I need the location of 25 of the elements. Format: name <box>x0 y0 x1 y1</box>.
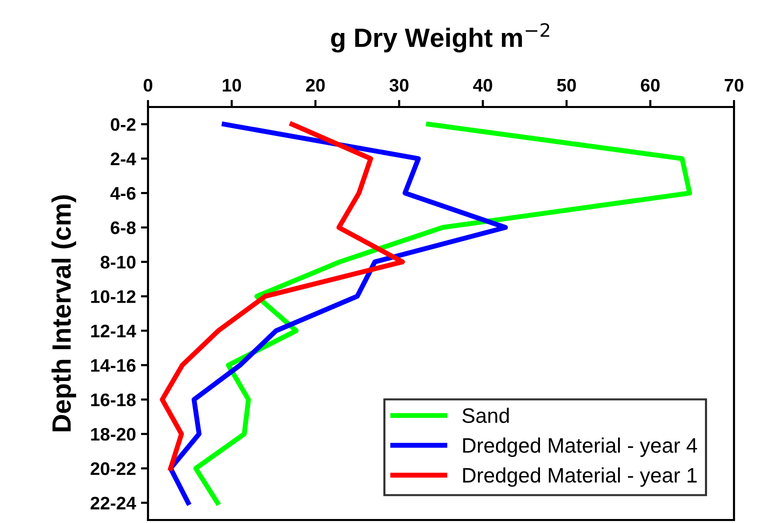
x-tick-label: 40 <box>473 78 492 92</box>
y-tick-label: 4-6 <box>110 186 136 200</box>
y-tick-label: 10-12 <box>91 290 136 304</box>
y-tick-label: 6-8 <box>110 221 136 234</box>
x-tick-label: 20 <box>306 78 325 92</box>
legend-label: Dredged Material - year 4 <box>463 438 698 457</box>
legend-label: Sand <box>462 408 509 424</box>
x-tick-label: 70 <box>724 78 744 92</box>
y-tick-label: 2-4 <box>110 152 136 166</box>
y-tick-label: 12-14 <box>91 324 136 338</box>
x-tick-label: 60 <box>640 78 660 92</box>
y-tick-label: 16-18 <box>91 393 136 406</box>
x-tick-label: 50 <box>557 78 576 92</box>
y-tick-label: 22-24 <box>90 496 136 510</box>
x-tick-label: 0 <box>144 78 152 92</box>
legend-label: Dredged Material - year 1 <box>463 467 697 487</box>
y-tick-label: 8-10 <box>100 256 136 269</box>
y-tick-label: 0-2 <box>110 118 136 131</box>
y-tick-label: 20-22 <box>90 462 136 476</box>
y-axis-title: Depth Interval (cm) <box>52 195 76 432</box>
x-tick-label: 30 <box>390 78 408 92</box>
y-tick-label: 18-20 <box>91 428 136 441</box>
y-tick-label: 14-16 <box>91 359 136 372</box>
x-tick-label: 10 <box>222 78 242 92</box>
chart-title: g Dry Weight m$^{−2}$ <box>331 23 550 52</box>
